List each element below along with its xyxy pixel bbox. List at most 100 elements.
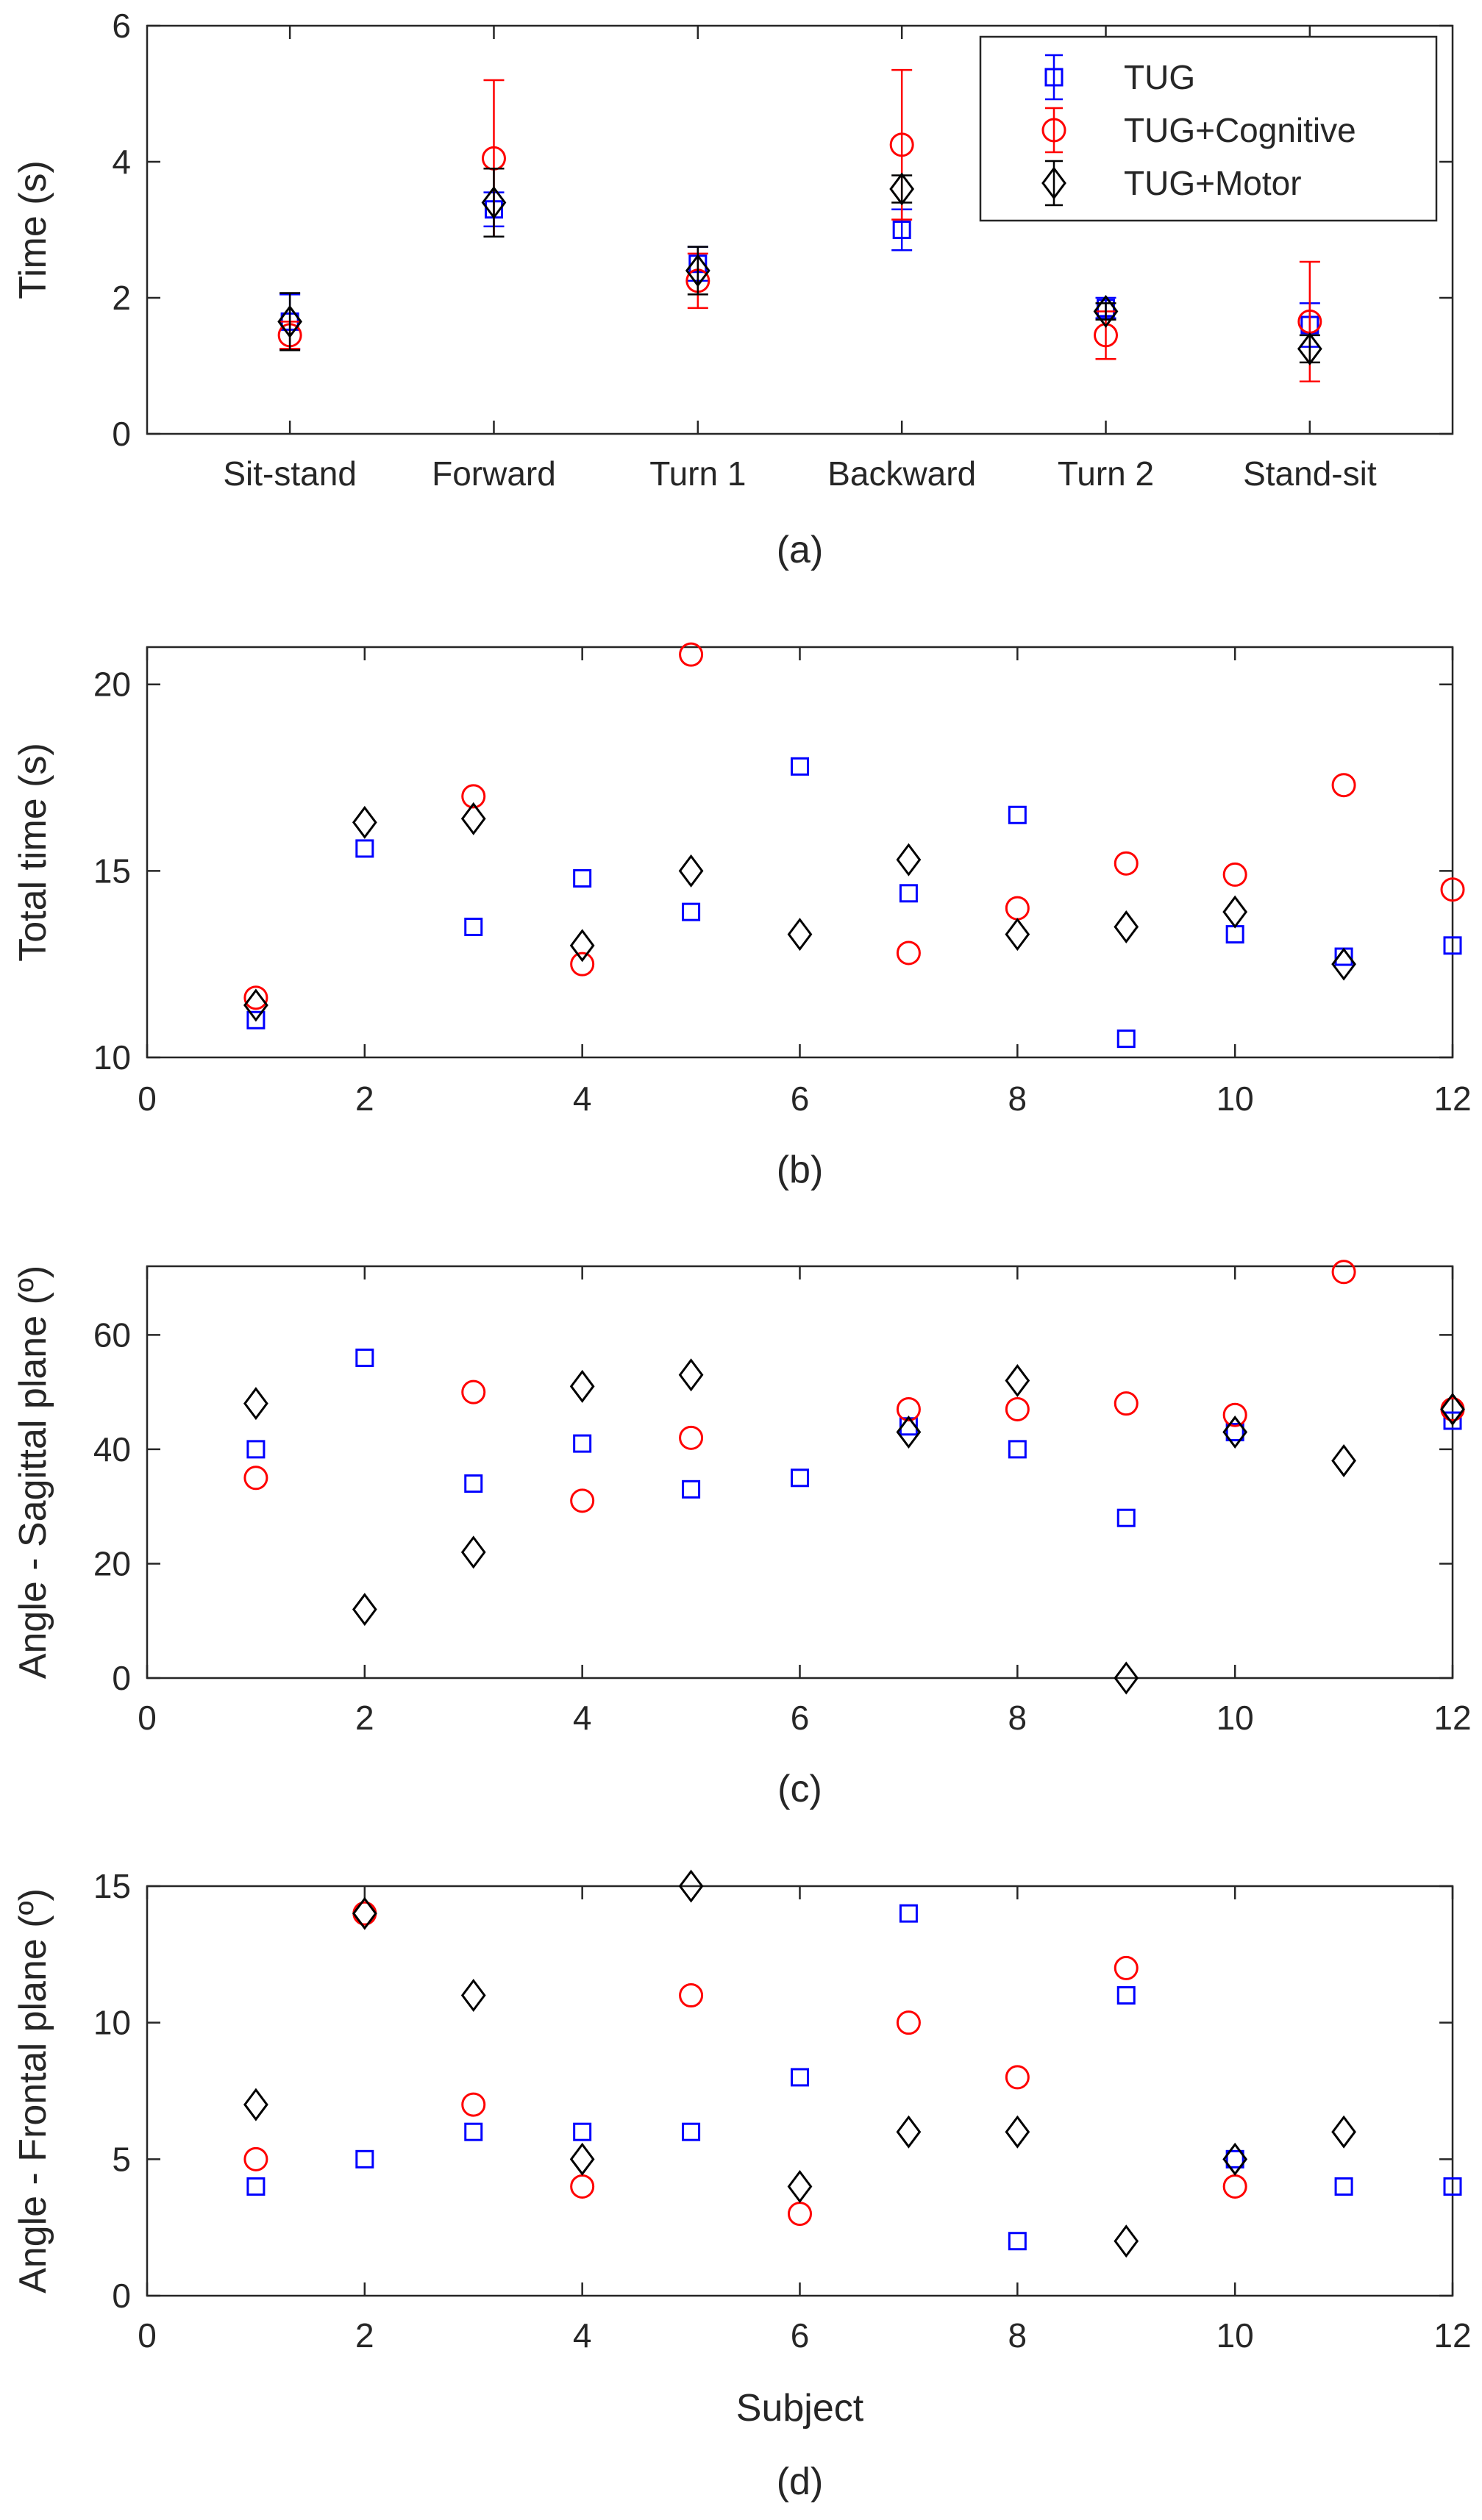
data-point: [1116, 1029, 1136, 1049]
x-tick-label: 12: [1433, 1699, 1471, 1737]
data-point: [787, 918, 813, 952]
x-tick-label: 8: [1008, 1699, 1027, 1737]
data-point: [1116, 1986, 1136, 2005]
legend-marker: [1041, 118, 1066, 143]
x-tick-label: Turn 1: [649, 454, 746, 493]
data-point: [352, 1896, 377, 1930]
y-tick-label: 4: [112, 143, 131, 181]
data-point: [1008, 2232, 1027, 2251]
data-point: [899, 884, 918, 903]
x-tick-label: 6: [791, 1079, 810, 1118]
legend-marker: [1044, 68, 1064, 87]
x-tick-label: 10: [1216, 1079, 1254, 1118]
x-tick-label: 0: [138, 2316, 157, 2355]
data-point: [246, 2177, 266, 2196]
data-point: [682, 1479, 701, 1499]
y-tick-label: 0: [112, 415, 131, 453]
series-tug: [246, 757, 1462, 1049]
x-tick-label: Forward: [432, 454, 556, 493]
legend-marker: [1041, 166, 1066, 200]
x-tick-label: 12: [1433, 1079, 1471, 1118]
series-tug-cognitive: [243, 1260, 1465, 1513]
series-tug-cognitive: [243, 642, 1465, 1010]
x-tick-label: Turn 2: [1058, 454, 1154, 493]
data-point: [896, 843, 922, 877]
data-point: [679, 642, 704, 667]
data-point: [1222, 1416, 1248, 1449]
data-point: [1008, 1440, 1027, 1459]
data-point: [461, 784, 486, 809]
data-point: [899, 1904, 918, 1923]
x-axis-label: Subject: [736, 2387, 864, 2430]
y-tick-label: 60: [93, 1316, 131, 1354]
data-point: [1114, 851, 1139, 876]
data-point: [461, 2092, 486, 2117]
data-point: [1114, 1955, 1139, 1980]
legend-label: TUG+Motor: [1124, 164, 1302, 202]
data-point: [787, 2169, 813, 2203]
data-point: [896, 2115, 922, 2149]
y-tick-label: 20: [93, 665, 131, 704]
x-tick-label: 12: [1433, 2316, 1471, 2355]
data-point: [573, 869, 592, 888]
y-axis-label: Time (s): [12, 160, 54, 299]
data-point: [1005, 2115, 1030, 2149]
data-point: [889, 172, 915, 206]
data-point: [464, 2122, 483, 2141]
y-tick-label: 0: [112, 2277, 131, 2315]
panel-caption: (c): [777, 1768, 822, 1810]
data-point: [1331, 2115, 1356, 2149]
y-tick-label: 40: [93, 1430, 131, 1468]
data-point: [1008, 805, 1027, 824]
data-point: [481, 186, 507, 219]
panel-a: 0 2 4 6 Sit-stand Forward Turn 1 Backward Turn 2…: [12, 7, 1454, 571]
x-tick-label: 10: [1216, 2316, 1254, 2355]
data-point: [355, 1348, 374, 1367]
series-tug-motor: [243, 802, 1356, 1022]
data-point: [569, 929, 595, 963]
data-point: [460, 802, 486, 835]
data-point: [1114, 1391, 1139, 1416]
data-point: [1114, 2224, 1139, 2258]
y-tick-label: 10: [93, 2004, 131, 2042]
data-point: [1094, 323, 1119, 348]
data-point: [352, 805, 377, 839]
data-point: [1005, 1396, 1030, 1421]
panel-d: 0 5 10 15 0 2 4 6 8 10 12 Angle - Frontal plane (º)…: [12, 1867, 1472, 2503]
data-point: [1334, 2177, 1353, 2196]
data-point: [464, 917, 483, 936]
y-axis-label: Total time (s): [12, 743, 54, 962]
data-point: [1114, 1661, 1139, 1695]
data-point: [246, 1440, 266, 1459]
data-point: [1222, 895, 1248, 929]
data-point: [1297, 332, 1322, 365]
x-tick-label: 2: [355, 1699, 374, 1737]
y-tick-label: 15: [93, 852, 131, 890]
y-tick-label: 2: [112, 279, 131, 317]
data-point: [1331, 947, 1356, 981]
y-tick-label: 10: [93, 1038, 131, 1077]
data-point: [464, 1474, 483, 1493]
data-point: [243, 988, 268, 1022]
data-point: [1440, 877, 1465, 902]
plot-area: [146, 646, 1454, 1059]
data-point: [243, 1387, 268, 1421]
x-tick-label: 10: [1216, 1699, 1254, 1737]
data-point: [791, 757, 809, 776]
y-axis-label: Angle - Sagittal plane (º): [12, 1266, 54, 1679]
data-point: [569, 1369, 595, 1403]
data-point: [1443, 1411, 1462, 1430]
panel-caption: (b): [777, 1149, 824, 1191]
data-point: [243, 985, 268, 1010]
data-point: [889, 132, 914, 157]
plot-area: [146, 1265, 1454, 1680]
x-tick-label: 6: [791, 1699, 810, 1737]
panel-b: 10 15 20 0 2 4 6 8 10 12 Total time (s) (b): [12, 642, 1472, 1191]
x-tick-label: 0: [138, 1079, 157, 1118]
x-tick-label: Backward: [827, 454, 976, 493]
data-point: [1093, 295, 1119, 328]
plot-area: [146, 1885, 1454, 2297]
x-tick-label: Stand-sit: [1243, 454, 1377, 493]
data-point: [243, 1466, 268, 1491]
